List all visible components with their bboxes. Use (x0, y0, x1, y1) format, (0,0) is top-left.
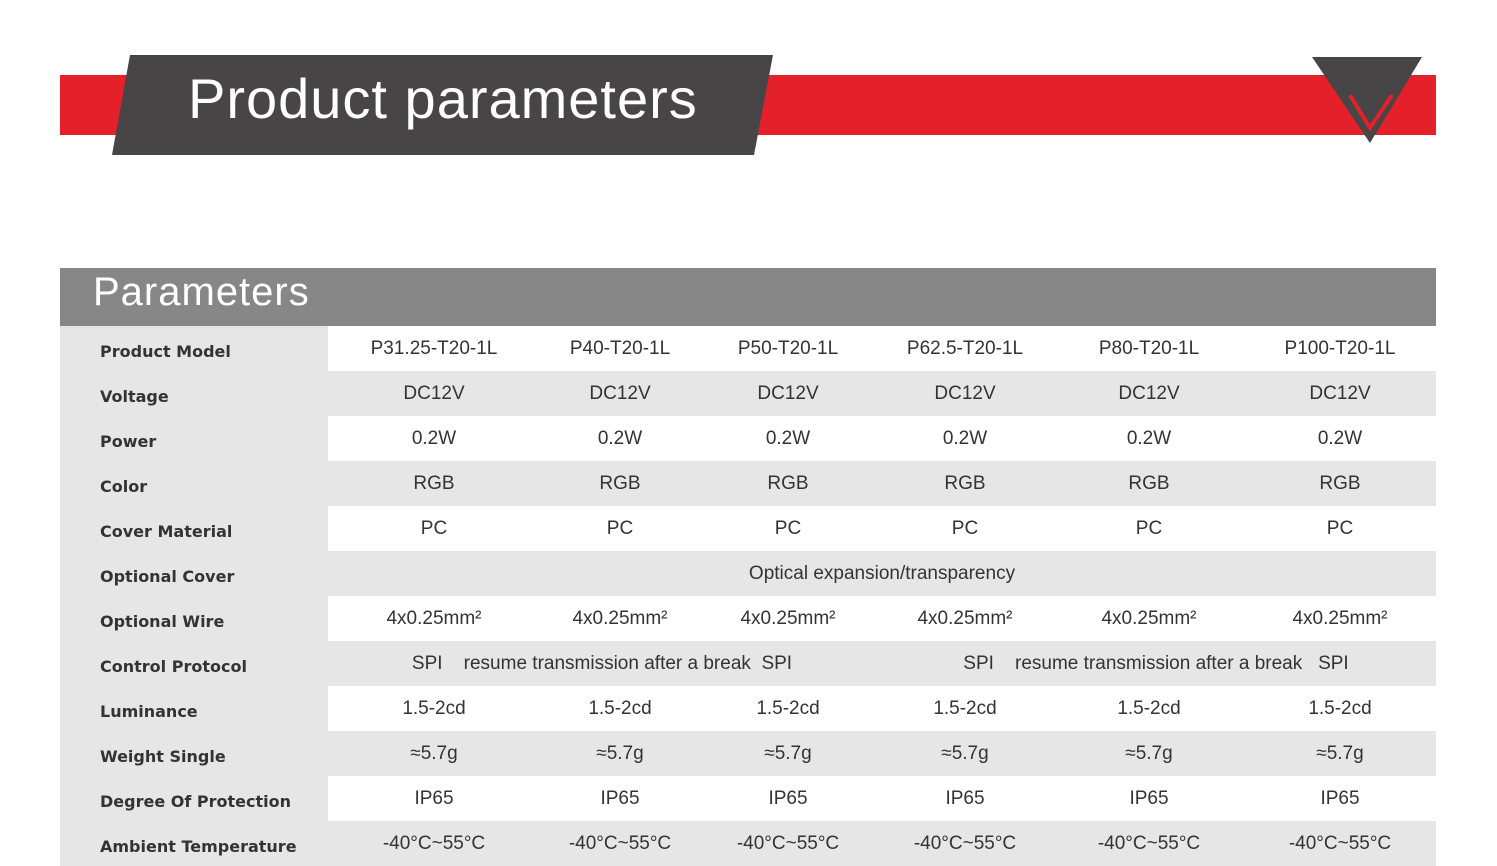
cell: PC (951, 517, 979, 539)
cell: -40°C~55°C (876, 821, 1054, 866)
cell: 1.5-2cd (933, 697, 997, 719)
cell: DC12V (1054, 371, 1244, 416)
cell: ≈5.7g (876, 731, 1054, 776)
cell: 1.5-2cd (588, 697, 652, 719)
cell: RGB (1244, 461, 1436, 506)
cell: 4x0.25mm² (1101, 607, 1197, 629)
cell: SPI resume transmission after a break SP… (328, 641, 876, 686)
table-row: Product Model P31.25-T20-1L P40-T20-1L P50-… (60, 326, 1436, 371)
cell: DC12V (700, 371, 876, 416)
row-label: Control Protocol (60, 641, 328, 686)
cell: 1.5-2cd (1308, 697, 1372, 719)
table-row: Optional Cover Optical expansion/transpar… (60, 551, 1436, 596)
cell: SPI resume transmission after a break SP… (876, 641, 1436, 686)
cell: IP65 (414, 787, 454, 809)
cell: IP65 (768, 787, 808, 809)
cell: P100-T20-1L (1284, 337, 1396, 359)
table-row: Voltage DC12V DC12V DC12V DC12V DC12V DC12V (60, 371, 1436, 416)
row-label: Cover Material (60, 506, 328, 551)
row-label: Optional Wire (60, 596, 328, 641)
row-label: Voltage (60, 371, 328, 416)
cell: -40°C~55°C (1054, 821, 1244, 866)
banner (60, 55, 1436, 155)
cell: DC12V (540, 371, 700, 416)
cell: RGB (1054, 461, 1244, 506)
cell: P40-T20-1L (569, 337, 671, 359)
row-label: Weight Single (60, 731, 328, 776)
table-row: Degree Of Protection IP65 IP65 IP65 IP65 IP65… (60, 776, 1436, 821)
cell: DC12V (328, 371, 540, 416)
table-row: Weight Single ≈5.7g ≈5.7g ≈5.7g ≈5.7g ≈5.7g ≈5… (60, 731, 1436, 776)
table-row: Control Protocol SPI resume transmission … (60, 641, 1436, 686)
row-label: Optional Cover (60, 551, 328, 596)
cell: ≈5.7g (540, 731, 700, 776)
row-label: Power (60, 416, 328, 461)
logo-mark (1348, 93, 1394, 132)
table-header: Parameters (60, 268, 1436, 326)
cell: IP65 (945, 787, 985, 809)
table-row: Luminance 1.5-2cd 1.5-2cd 1.5-2cd 1.5-2cd 1.5… (60, 686, 1436, 731)
table-row: Power 0.2W 0.2W 0.2W 0.2W 0.2W 0.2W (60, 416, 1436, 461)
cell: 1.5-2cd (402, 697, 466, 719)
cell: RGB (328, 461, 540, 506)
cell: PC (420, 517, 448, 539)
cell: P50-T20-1L (737, 337, 839, 359)
cell: 0.2W (765, 427, 811, 449)
cell: 1.5-2cd (756, 697, 820, 719)
table-row: Color RGB RGB RGB RGB RGB RGB (60, 461, 1436, 506)
cell: ≈5.7g (328, 731, 540, 776)
cell: ≈5.7g (1054, 731, 1244, 776)
table-row: Optional Wire 4x0.25mm² 4x0.25mm² 4x0.25mm²… (60, 596, 1436, 641)
cell: 0.2W (411, 427, 457, 449)
cell: PC (1326, 517, 1354, 539)
table-title: Parameters (93, 270, 310, 314)
cell: 4x0.25mm² (1292, 607, 1388, 629)
cell: PC (1135, 517, 1163, 539)
cell: -40°C~55°C (700, 821, 876, 866)
table-row: Cover Material PC PC PC PC PC PC (60, 506, 1436, 551)
parameter-table: Product Model P31.25-T20-1L P40-T20-1L P50-… (60, 326, 1436, 866)
cell: ≈5.7g (1244, 731, 1436, 776)
cell: RGB (540, 461, 700, 506)
cell: DC12V (876, 371, 1054, 416)
cell: 1.5-2cd (1117, 697, 1181, 719)
cell: IP65 (1129, 787, 1169, 809)
cell: RGB (700, 461, 876, 506)
row-label: Color (60, 461, 328, 506)
cell: 4x0.25mm² (386, 607, 482, 629)
row-label: Degree Of Protection (60, 776, 328, 821)
cell: 0.2W (1126, 427, 1172, 449)
table-row: Ambient Temperature -40°C~55°C -40°C~55°C -… (60, 821, 1436, 866)
logo (1312, 57, 1422, 143)
cell: 0.2W (597, 427, 643, 449)
cell: IP65 (600, 787, 640, 809)
row-label: Ambient Temperature (60, 821, 328, 866)
page-title: Product parameters (188, 67, 698, 130)
cell: 4x0.25mm² (572, 607, 668, 629)
cell: DC12V (1244, 371, 1436, 416)
cell: RGB (876, 461, 1054, 506)
cell: P62.5-T20-1L (906, 337, 1024, 359)
cell: P80-T20-1L (1098, 337, 1200, 359)
cell: IP65 (1320, 787, 1360, 809)
cell: 0.2W (942, 427, 988, 449)
cell: Optical expansion/transparency (328, 551, 1436, 596)
title-plate (112, 55, 773, 155)
cell: PC (606, 517, 634, 539)
cell: P31.25-T20-1L (370, 337, 498, 359)
cell: 0.2W (1317, 427, 1363, 449)
cell: -40°C~55°C (540, 821, 700, 866)
row-label: Product Model (60, 326, 328, 371)
cell: -40°C~55°C (1244, 821, 1436, 866)
cell: 4x0.25mm² (917, 607, 1013, 629)
page: Product parameters Parameters Product Mo… (60, 55, 1436, 866)
cell: 4x0.25mm² (740, 607, 836, 629)
cell: PC (774, 517, 802, 539)
row-label: Luminance (60, 686, 328, 731)
cell: ≈5.7g (700, 731, 876, 776)
cell: -40°C~55°C (328, 821, 540, 866)
